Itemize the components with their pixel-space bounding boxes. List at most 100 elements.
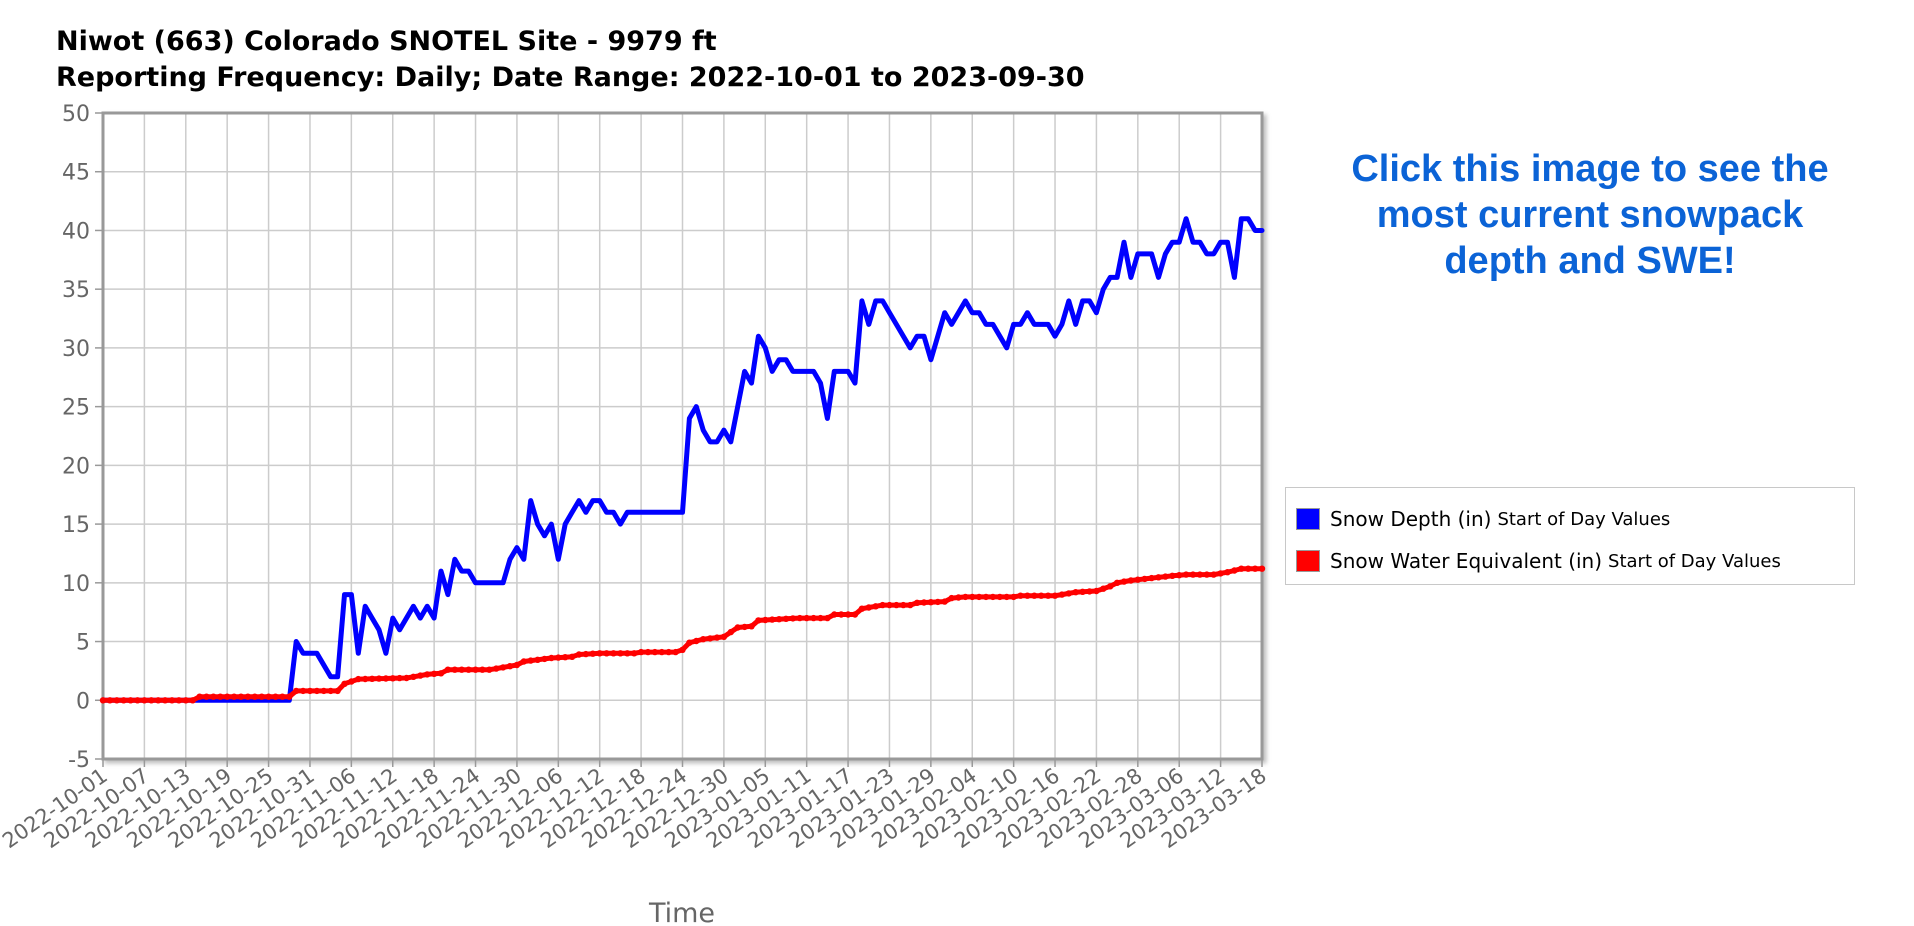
y-tick-label: 10 [62, 572, 90, 597]
swe-point [948, 594, 955, 602]
swe-point [506, 663, 514, 670]
swe-point [1134, 576, 1142, 583]
swe-point [975, 593, 983, 601]
swe-point [775, 616, 783, 623]
swe-point [251, 693, 258, 700]
legend-sublabel-swe: Start of Day Values [1608, 550, 1781, 572]
swe-point [1100, 585, 1107, 592]
swe-point [624, 650, 631, 657]
swe-point [465, 666, 472, 673]
swe-point [99, 697, 107, 704]
x-axis-label: Time [648, 898, 715, 926]
swe-point [589, 650, 596, 657]
y-tick-label: 25 [62, 396, 90, 421]
swe-point [1169, 572, 1176, 579]
y-tick-label: 50 [62, 102, 90, 127]
swe-point [1017, 592, 1024, 599]
swe-point [734, 624, 741, 631]
swe-point [299, 687, 307, 695]
swe-point [1127, 577, 1135, 584]
swe-point [1072, 589, 1079, 596]
swe-point [403, 674, 410, 682]
y-tick-label: 45 [62, 161, 90, 186]
swe-point [513, 661, 521, 669]
swe-point [1148, 574, 1155, 582]
legend-item-snow-depth: Snow Depth (in) Start of Day Values [1296, 504, 1670, 534]
swe-point [907, 601, 914, 609]
current-snowpack-link[interactable]: Click this image to see the most current… [1351, 148, 1829, 282]
swe-point [617, 650, 624, 657]
swe-point [141, 697, 148, 704]
swe-point [782, 615, 790, 622]
swe-point [486, 666, 493, 673]
swe-point [913, 599, 921, 606]
swe-point [679, 646, 686, 653]
swe-point [417, 672, 424, 679]
swe-point [989, 593, 997, 601]
swe-point [1031, 592, 1038, 599]
swe-point [548, 654, 555, 662]
swe-point [168, 697, 176, 704]
y-tick-label: -5 [68, 748, 90, 773]
swe-point [313, 687, 321, 695]
swe-point [1251, 565, 1259, 572]
y-tick-label: 40 [62, 219, 90, 244]
swe-point [713, 634, 721, 641]
y-tick-label: 0 [76, 689, 90, 714]
legend-swatch-snow-depth [1296, 508, 1320, 530]
swe-point [341, 680, 348, 687]
swe-point [555, 654, 562, 661]
swe-point [499, 664, 507, 671]
swe-point [755, 617, 762, 624]
swe-point [520, 658, 527, 665]
swe-point [348, 678, 355, 685]
swe-point [1024, 592, 1031, 599]
swe-point [1044, 592, 1052, 599]
swe-point [672, 648, 679, 656]
y-tick-label: 20 [62, 454, 90, 479]
swe-point [182, 697, 189, 704]
swe-point [1196, 571, 1204, 578]
swe-point [389, 675, 396, 682]
swe-point [1141, 575, 1148, 583]
swe-point [631, 650, 638, 657]
swe-point [355, 675, 362, 683]
swe-point [148, 697, 155, 704]
swe-point [127, 697, 134, 704]
swe-point [872, 603, 879, 610]
swe-point [568, 653, 576, 660]
y-tick-label: 15 [62, 513, 90, 538]
chart-subtitle: Reporting Frequency: Daily; Date Range: … [56, 62, 1085, 93]
swe-point [362, 675, 369, 683]
swe-point [706, 635, 714, 642]
swe-point [265, 693, 272, 700]
swe-point [851, 611, 859, 618]
swe-point [810, 614, 817, 622]
y-tick-label: 35 [62, 278, 90, 303]
legend-item-swe: Snow Water Equivalent (in) Start of Day … [1296, 546, 1781, 576]
swe-point [272, 693, 279, 700]
swe-point [658, 648, 665, 656]
legend-swatch-swe [1296, 550, 1320, 572]
swe-point [803, 614, 810, 622]
swe-point [1238, 565, 1245, 572]
swe-point [134, 697, 141, 704]
swe-point [893, 601, 900, 609]
swe-point [982, 593, 990, 601]
swe-point [693, 637, 700, 645]
swe-point [720, 633, 728, 640]
swe-point [1113, 579, 1121, 586]
swe-point [244, 693, 252, 700]
swe-point [320, 687, 327, 695]
swe-point [1051, 592, 1059, 599]
swe-point [1189, 571, 1197, 578]
swe-point [603, 650, 610, 657]
swe-point [1224, 569, 1231, 576]
swe-point [1217, 570, 1224, 577]
swe-point [879, 601, 886, 609]
swe-point [334, 687, 341, 695]
y-tick-label: 5 [76, 631, 90, 656]
swe-point [451, 666, 458, 673]
